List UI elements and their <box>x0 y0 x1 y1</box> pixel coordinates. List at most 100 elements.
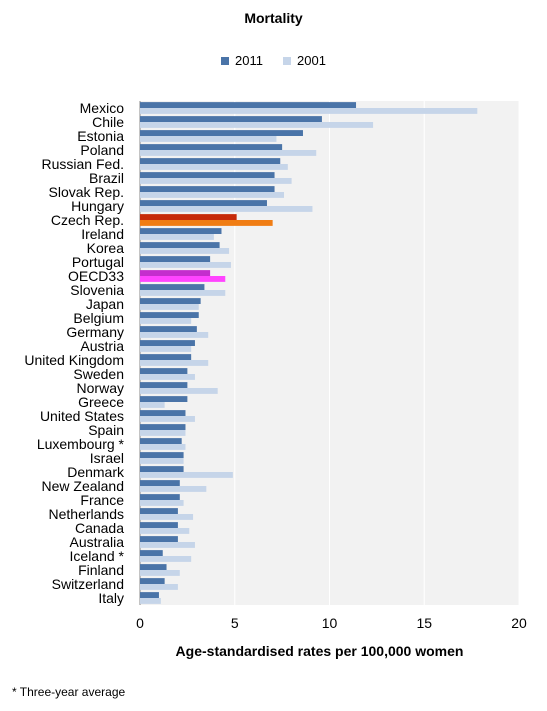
bar-2011-sweden <box>140 368 188 374</box>
bar-2011-hungary <box>140 200 267 206</box>
bar-2011-luxembourg <box>140 438 182 444</box>
bar-2001-norway <box>140 388 218 394</box>
bar-2011-canada <box>140 522 178 528</box>
bar-2011-norway <box>140 382 188 388</box>
legend-item-2011: 2011 <box>221 53 263 68</box>
chart-title: Mortality <box>244 10 303 26</box>
bar-2011-italy <box>140 592 159 598</box>
category-label: Switzerland <box>52 576 124 592</box>
legend: 2011 2001 <box>0 53 547 68</box>
bar-2011-mexico <box>140 102 357 108</box>
category-label: United Kingdom <box>24 352 124 368</box>
bar-2011-belgium <box>140 312 199 318</box>
bar-2011-finland <box>140 564 167 570</box>
bar-2001-chile <box>140 122 374 128</box>
category-label: Slovak Rep. <box>49 184 124 200</box>
category-label: Sweden <box>73 366 124 382</box>
bar-2001-austria <box>140 346 192 352</box>
bar-2011-czech-rep <box>140 214 237 220</box>
category-label: Korea <box>87 240 125 256</box>
bar-2011-brazil <box>140 172 275 178</box>
bar-2001-luxembourg <box>140 444 186 450</box>
bar-2001-spain <box>140 430 186 436</box>
bar-2011-estonia <box>140 130 303 136</box>
bar-2011-germany <box>140 326 197 332</box>
category-label: Norway <box>77 380 124 396</box>
x-tick-label: 0 <box>136 615 144 631</box>
category-label: Spain <box>88 422 124 438</box>
category-label: New Zealand <box>42 478 125 494</box>
bar-2011-israel <box>140 452 184 458</box>
bar-2011-spain <box>140 424 186 430</box>
bar-2001-france <box>140 500 184 506</box>
category-label: Brazil <box>89 170 124 186</box>
bar-2001-estonia <box>140 136 277 142</box>
bar-2011-portugal <box>140 256 211 262</box>
x-tick-label: 5 <box>231 615 239 631</box>
category-label: Chile <box>92 114 124 130</box>
bar-2011-austria <box>140 340 195 346</box>
bar-2001-italy <box>140 598 161 604</box>
category-label: Italy <box>98 590 124 606</box>
x-tick-label: 10 <box>322 615 338 631</box>
category-label: United States <box>40 408 124 424</box>
bar-2001-oecd33 <box>140 276 226 282</box>
bar-2011-japan <box>140 298 201 304</box>
bar-2001-finland <box>140 570 180 576</box>
category-label: Poland <box>80 142 124 158</box>
bar-2011-chile <box>140 116 322 122</box>
legend-swatch-2001 <box>283 56 292 65</box>
bar-2011-slovenia <box>140 284 205 290</box>
bar-2011-france <box>140 494 180 500</box>
bar-2001-netherlands <box>140 514 194 520</box>
category-label: Slovenia <box>70 282 124 298</box>
category-label: Denmark <box>67 464 125 480</box>
category-label: Iceland * <box>70 548 125 564</box>
bar-2011-ireland <box>140 228 222 234</box>
bar-2001-canada <box>140 528 190 534</box>
bar-2001-israel <box>140 458 184 464</box>
category-label: Hungary <box>71 198 124 214</box>
category-label: Finland <box>78 562 124 578</box>
bar-2001-belgium <box>140 318 192 324</box>
bar-2001-russian-fed <box>140 164 288 170</box>
x-tick-label: 15 <box>416 615 432 631</box>
bar-2001-hungary <box>140 206 313 212</box>
bar-2001-mexico <box>140 108 478 114</box>
category-label: France <box>80 492 124 508</box>
bar-2011-iceland <box>140 550 163 556</box>
bar-2011-korea <box>140 242 220 248</box>
bar-2011-poland <box>140 144 283 150</box>
legend-label-2001: 2001 <box>297 53 326 68</box>
bar-2011-greece <box>140 396 188 402</box>
category-label: Estonia <box>77 128 124 144</box>
bar-2011-new-zealand <box>140 480 180 486</box>
bar-2001-iceland <box>140 556 192 562</box>
bar-2001-korea <box>140 248 230 254</box>
legend-item-2001: 2001 <box>283 53 326 68</box>
category-label: Belgium <box>73 310 124 326</box>
bar-2011-united-kingdom <box>140 354 192 360</box>
bar-2001-poland <box>140 150 317 156</box>
bar-2001-new-zealand <box>140 486 207 492</box>
bar-2001-czech-rep <box>140 220 273 226</box>
bar-2001-portugal <box>140 262 231 268</box>
bar-2011-netherlands <box>140 508 178 514</box>
bar-2001-brazil <box>140 178 292 184</box>
bar-2001-slovenia <box>140 290 226 296</box>
category-label: OECD33 <box>68 268 124 284</box>
category-label: Luxembourg * <box>37 436 125 452</box>
category-label: Australia <box>70 534 125 550</box>
bar-2011-united-states <box>140 410 186 416</box>
category-label: Israel <box>90 450 124 466</box>
bar-2001-japan <box>140 304 199 310</box>
legend-swatch-2011 <box>221 56 230 65</box>
bar-2001-slovak-rep <box>140 192 285 198</box>
bar-2001-switzerland <box>140 584 178 590</box>
bar-2011-denmark <box>140 466 184 472</box>
bar-2001-greece <box>140 402 165 408</box>
category-label: Mexico <box>80 100 125 116</box>
bar-2001-ireland <box>140 234 214 240</box>
category-label: Czech Rep. <box>51 212 124 228</box>
category-label: Austria <box>80 338 124 354</box>
